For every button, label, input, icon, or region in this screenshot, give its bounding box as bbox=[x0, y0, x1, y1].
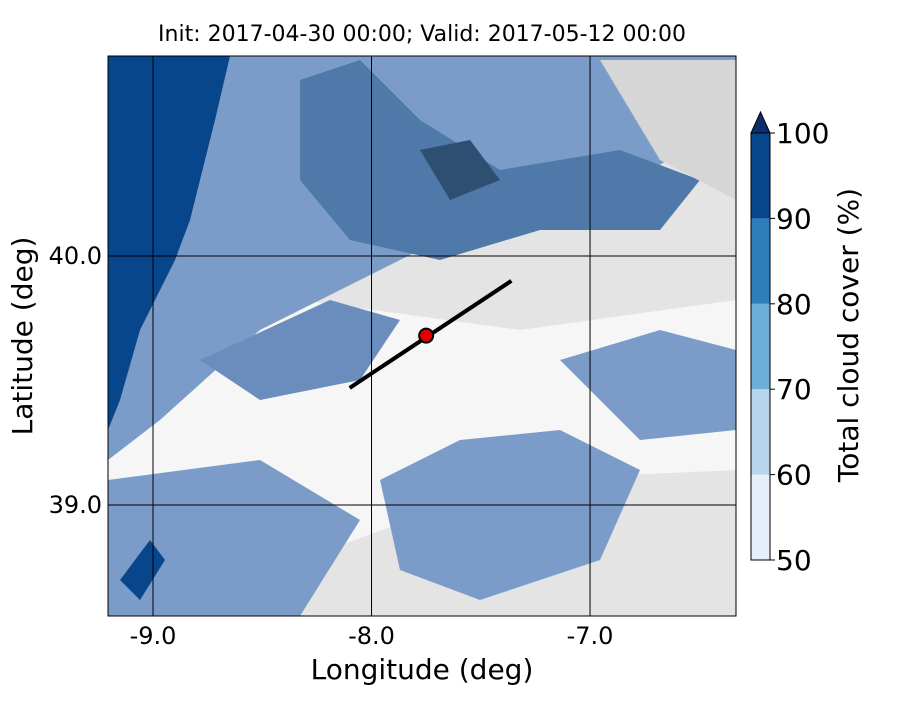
title: Init: 2017-04-30 00:00; Valid: 2017-05-1… bbox=[158, 22, 686, 47]
x-tick-label: -9.0 bbox=[130, 622, 177, 650]
colorbar-segment bbox=[751, 389, 770, 475]
x-tick-label: -7.0 bbox=[567, 622, 614, 650]
colorbar-segment bbox=[751, 133, 770, 219]
colorbar-segment bbox=[751, 474, 770, 560]
colorbar-tick-label: 100 bbox=[776, 117, 829, 150]
colorbar-segment bbox=[751, 303, 770, 390]
y-tick-label: 39.0 bbox=[49, 491, 102, 519]
colorbar-extend bbox=[750, 110, 771, 134]
x-axis-label: Longitude (deg) bbox=[311, 653, 534, 686]
colorbar-tick-label: 90 bbox=[776, 202, 812, 235]
x-tick-label: -8.0 bbox=[348, 622, 395, 650]
map-background bbox=[108, 56, 736, 616]
colorbar-tick-label: 80 bbox=[776, 288, 812, 321]
colorbar-frame bbox=[750, 132, 771, 561]
y-axis-label: Latitude (deg) bbox=[6, 237, 39, 436]
colorbar-tick-label: 70 bbox=[776, 373, 812, 406]
map-frame bbox=[107, 55, 737, 617]
colorbar-tick-label: 50 bbox=[776, 544, 812, 577]
colorbar-segment bbox=[751, 218, 770, 304]
colorbar-label: Total cloud cover (%) bbox=[832, 188, 865, 483]
colorbar-tick-label: 60 bbox=[776, 459, 812, 492]
y-tick-label: 40.0 bbox=[49, 242, 102, 270]
point-marker bbox=[418, 327, 435, 344]
